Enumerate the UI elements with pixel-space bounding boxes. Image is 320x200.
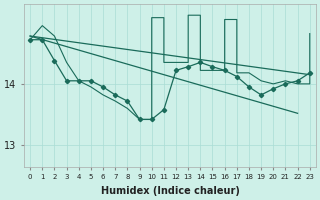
X-axis label: Humidex (Indice chaleur): Humidex (Indice chaleur)	[100, 186, 239, 196]
